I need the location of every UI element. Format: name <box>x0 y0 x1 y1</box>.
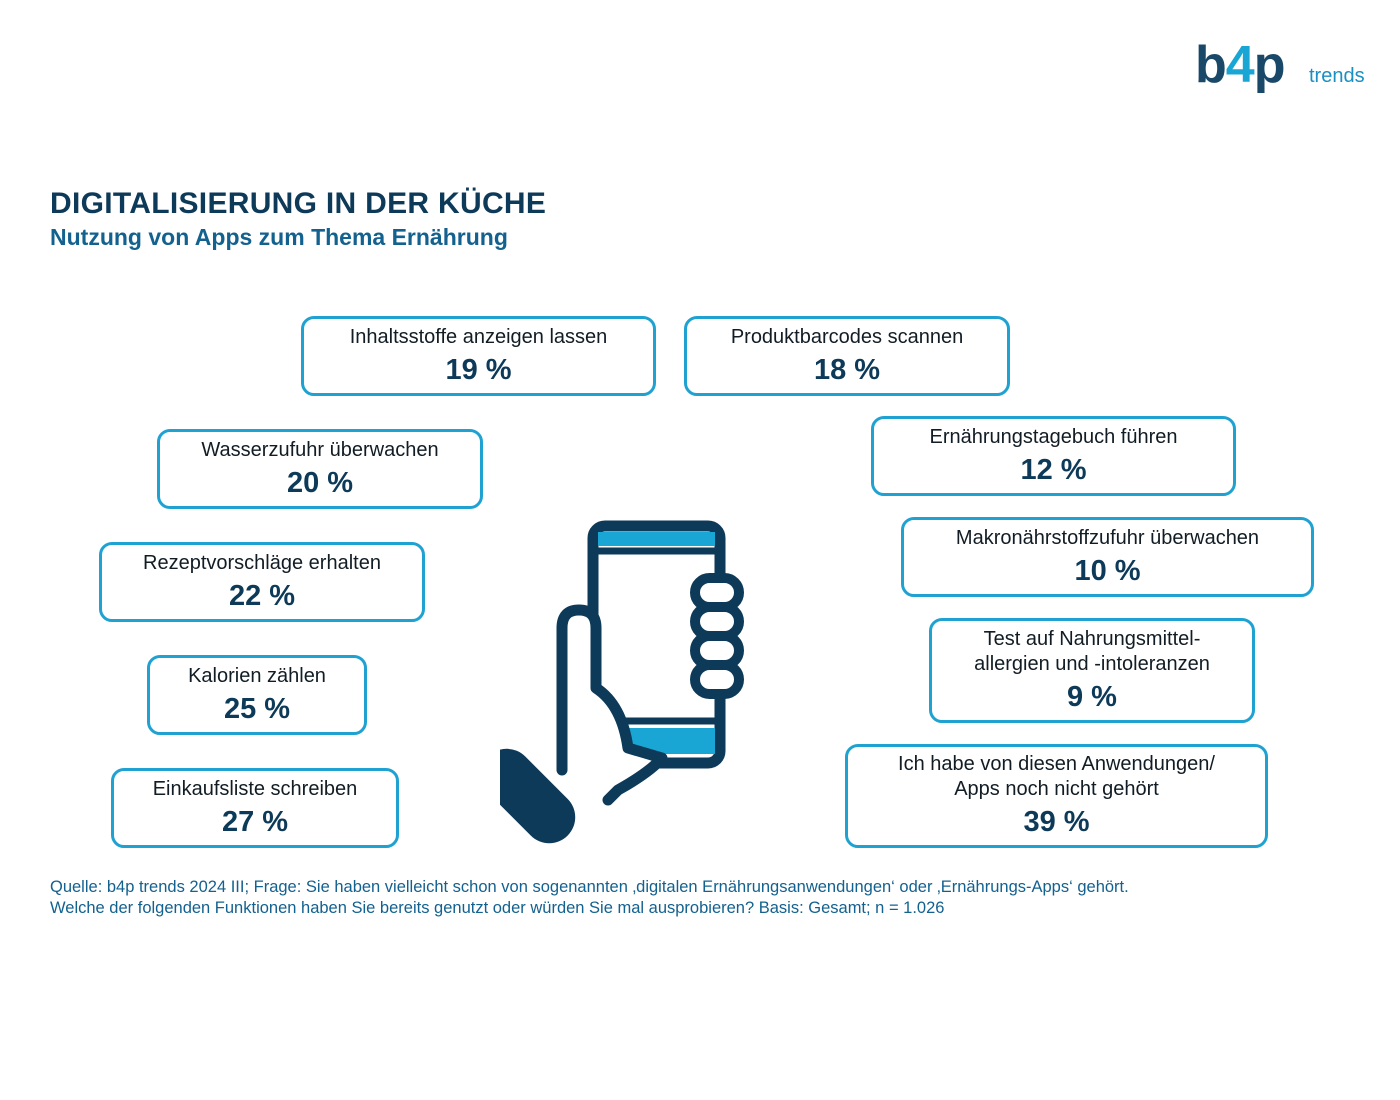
footnote-line-2: Welche der folgenden Funktionen haben Si… <box>50 899 945 917</box>
stat-box-macronutrients: Makronährstoffzufuhr überwachen 10 % <box>901 517 1314 597</box>
footnote-line-1: Quelle: b4p trends 2024 III; Frage: Sie … <box>50 878 1129 896</box>
stat-box-calories: Kalorien zählen 25 % <box>147 655 367 735</box>
stat-box-allergy-test: Test auf Nahrungsmittel- allergien und -… <box>929 618 1255 723</box>
stat-label: Ernährungstagebuch führen <box>929 425 1178 448</box>
logo-wordmark: b4p <box>1195 36 1285 94</box>
chart-title: DIGITALISIERUNG IN DER KÜCHE <box>50 187 547 220</box>
stat-box-ingredients: Inhaltsstoffe anzeigen lassen 19 % <box>301 316 656 396</box>
source-footnote: Quelle: b4p trends 2024 III; Frage: Sie … <box>50 877 1370 919</box>
stat-value: 19 % <box>445 353 512 386</box>
stat-box-recipes: Rezeptvorschläge erhalten 22 % <box>99 542 425 622</box>
stat-box-shopping-list: Einkaufsliste schreiben 27 % <box>111 768 399 848</box>
stat-box-not-heard: Ich habe von diesen Anwendungen/ Apps no… <box>845 744 1268 848</box>
stat-label: Wasserzufuhr überwachen <box>201 438 439 461</box>
chart-subtitle: Nutzung von Apps zum Thema Ernährung <box>50 224 508 250</box>
stat-label: Test auf Nahrungsmittel- allergien und -… <box>974 627 1210 675</box>
stat-box-food-diary: Ernährungstagebuch führen 12 % <box>871 416 1236 496</box>
stat-value: 18 % <box>813 353 881 386</box>
stat-value: 25 % <box>223 692 291 725</box>
stat-label: Makronährstoffzufuhr überwachen <box>955 526 1260 549</box>
stat-label: Ich habe von diesen Anwendungen/ Apps no… <box>898 753 1215 800</box>
stat-label: Produktbarcodes scannen <box>730 325 964 348</box>
stat-box-barcode: Produktbarcodes scannen 18 % <box>684 316 1010 396</box>
stat-box-water-intake: Wasserzufuhr überwachen 20 % <box>157 429 483 509</box>
logo-tagline: trends <box>1309 65 1365 87</box>
stat-label: Inhaltsstoffe anzeigen lassen <box>349 325 608 348</box>
stat-value: 20 % <box>286 466 354 499</box>
stat-value: 12 % <box>1020 453 1087 486</box>
b4p-trends-logo: b4p trends <box>1195 36 1375 98</box>
hand-holding-smartphone-icon <box>500 520 744 844</box>
stat-value: 27 % <box>221 805 289 838</box>
stat-label: Kalorien zählen <box>188 664 326 687</box>
stat-label: Rezeptvorschläge erhalten <box>143 551 381 574</box>
stat-label: Einkaufsliste schreiben <box>152 777 358 800</box>
stat-value: 10 % <box>1074 554 1141 587</box>
stat-value: 39 % <box>1023 806 1090 838</box>
stat-value: 9 % <box>1067 680 1117 713</box>
stat-value: 22 % <box>228 579 296 612</box>
